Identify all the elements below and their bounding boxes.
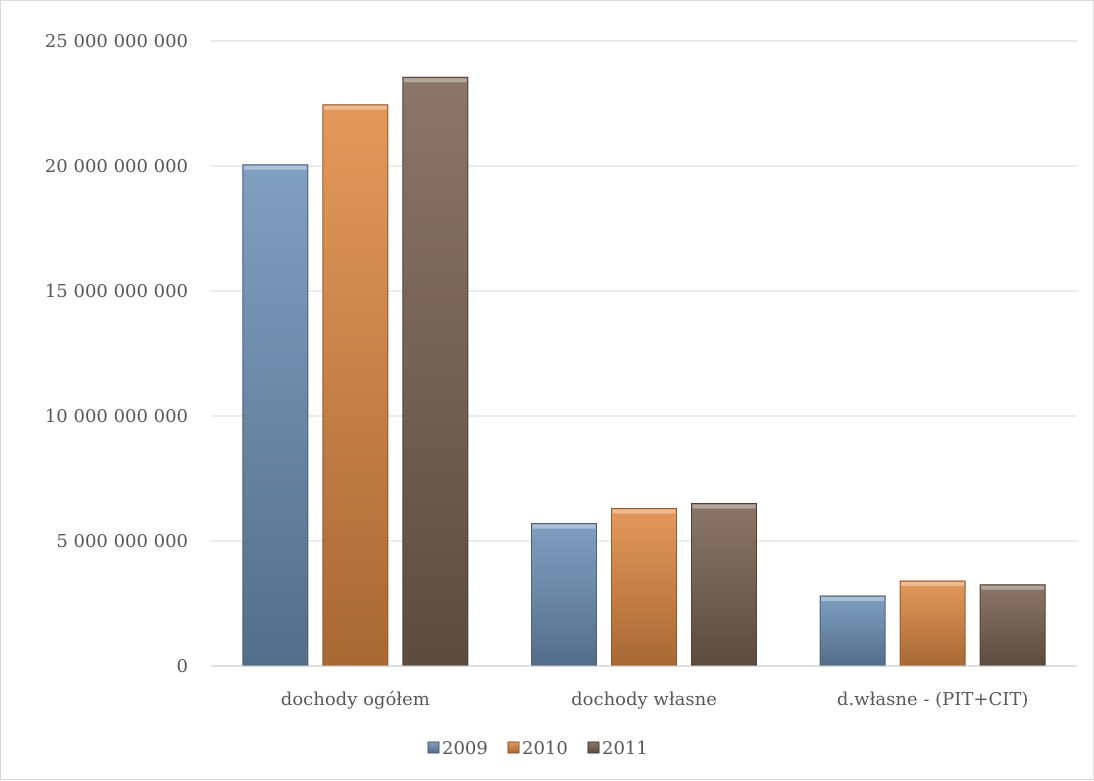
legend: 2009 2010 2011 — [427, 738, 648, 759]
y-tick-label: 15 000 000 000 — [45, 281, 188, 302]
bars — [242, 76, 1046, 667]
y-tick-label: 0 — [177, 656, 188, 677]
bar-2011-1 — [691, 503, 757, 667]
legend-swatch-2010 — [507, 741, 520, 754]
category-label: dochody ogółem — [281, 689, 430, 710]
bar-2009-1 — [531, 523, 597, 667]
y-axis-tick-labels: 0 5 000 000 000 10 000 000 000 15 000 000 0… — [45, 31, 188, 677]
legend-label-2009: 2009 — [442, 738, 488, 759]
category-label: dochody własne — [571, 689, 717, 710]
bar-highlight — [821, 597, 885, 601]
bar-highlight — [981, 585, 1045, 590]
legend-label-2010: 2010 — [522, 738, 568, 759]
bar-2010-0 — [322, 104, 389, 667]
bar-highlight — [692, 504, 756, 509]
bar-highlight — [243, 165, 307, 170]
y-tick-label: 10 000 000 000 — [45, 406, 188, 427]
bar-2010-2 — [899, 580, 966, 667]
bar-highlight — [403, 78, 467, 83]
y-tick-label: 20 000 000 000 — [45, 156, 188, 177]
legend-label-2011: 2011 — [602, 738, 648, 759]
bar-2011-2 — [979, 584, 1046, 667]
bar-2011-0 — [402, 76, 469, 667]
legend-swatch-2011 — [587, 741, 600, 754]
bar-2009-0 — [242, 164, 309, 667]
y-tick-label: 25 000 000 000 — [45, 31, 188, 52]
bar-highlight — [612, 509, 676, 514]
category-label: d.własne - (PIT+CIT) — [837, 689, 1028, 710]
bar-highlight — [323, 105, 387, 110]
legend-swatch-2009 — [427, 741, 440, 754]
bar-2010-1 — [611, 508, 677, 667]
bar-2009-2 — [819, 595, 886, 667]
bar-highlight — [901, 582, 965, 586]
y-tick-label: 5 000 000 000 — [56, 531, 188, 552]
category-labels: dochody ogółem dochody własne d.własne - (… — [281, 689, 1029, 710]
bar-highlight — [532, 524, 596, 529]
